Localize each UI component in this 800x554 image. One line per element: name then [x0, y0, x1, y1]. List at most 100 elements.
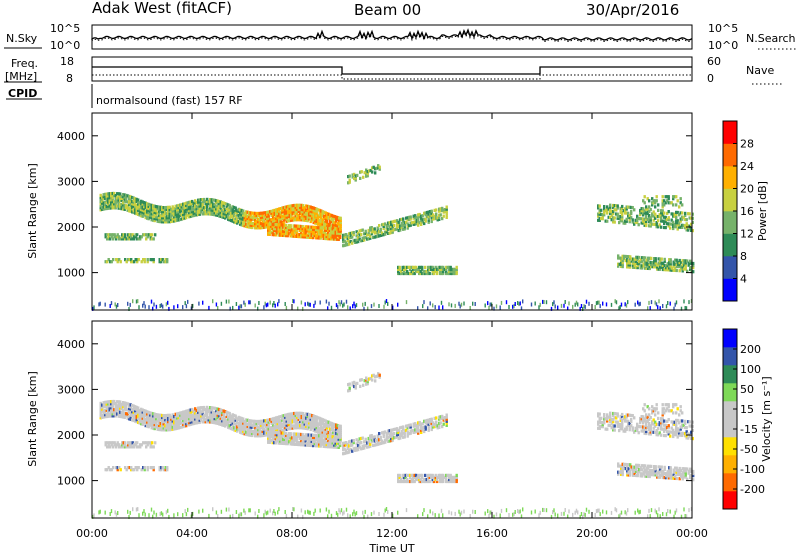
power-data-cell [139, 237, 142, 241]
velocity-data-cell [186, 415, 189, 419]
power-data-cell [601, 213, 604, 217]
power-data-cell [672, 214, 675, 218]
nave-tick-bottom: 0 [707, 72, 714, 85]
velocity-data-cell [276, 439, 279, 443]
power-data-cell [663, 259, 666, 263]
velocity-data-cell [171, 421, 174, 425]
velocity-data-cell [396, 431, 399, 435]
power-data-cell [419, 271, 422, 276]
power-data-cell [307, 225, 310, 229]
power-data-cell [659, 261, 662, 265]
velocity-data-cell [320, 423, 323, 427]
power-data-cell [613, 208, 616, 212]
power-data-cell [197, 210, 200, 215]
velocity-data-cell [409, 431, 412, 435]
power-data-cell [159, 207, 162, 211]
velocity-data-cell [276, 428, 279, 432]
power-data-cell [286, 230, 289, 234]
power-data-cell [240, 210, 243, 215]
velocity-data-cell [679, 427, 682, 431]
velocity-data-cell [192, 421, 195, 426]
power-data-cell [436, 218, 439, 222]
power-data-cell [377, 166, 380, 170]
velocity-data-cell [359, 384, 362, 388]
velocity-data-cell [258, 421, 261, 426]
power-data-cell [621, 256, 624, 260]
power-data-cell [125, 200, 128, 204]
power-data-cell [651, 203, 654, 207]
power-data-cell [312, 216, 315, 220]
power-data-cell [353, 172, 356, 176]
power-data-cell [216, 211, 219, 215]
velocity-data-cell [168, 415, 171, 419]
velocity-data-cell [124, 445, 127, 449]
velocity-data-cell [418, 423, 421, 427]
velocity-data-cell [233, 420, 236, 424]
velocity-data-cell [112, 445, 115, 449]
velocity-data-cell [264, 421, 267, 425]
velocity-data-cell [289, 432, 292, 436]
power-data-cell [128, 237, 131, 241]
velocity-data-cell [451, 477, 454, 482]
velocity-data-cell [155, 423, 158, 427]
power-data-cell [435, 212, 438, 216]
power-ground-cell [662, 304, 664, 308]
velocity-data-cell [418, 420, 421, 425]
power-ground-cell [212, 299, 214, 304]
power-ground-cell [110, 301, 113, 306]
power-data-cell [309, 225, 312, 229]
power-ground-cell [429, 301, 431, 306]
velocity-data-cell [123, 403, 126, 407]
power-data-cell [180, 209, 183, 213]
power-data-cell [315, 213, 318, 217]
power-data-cell [351, 175, 354, 179]
power-data-cell [112, 233, 115, 237]
power-data-cell [301, 227, 304, 231]
power-data-cell [415, 265, 418, 269]
velocity-data-cell [170, 419, 173, 423]
velocity-data-cell [280, 437, 283, 441]
velocity-data-cell [158, 468, 161, 472]
power-data-cell [613, 216, 616, 220]
power-data-cell [310, 233, 313, 237]
power-data-cell [108, 196, 111, 200]
velocity-data-cell [427, 424, 430, 428]
power-data-cell [345, 241, 348, 245]
power-data-cell [653, 265, 656, 269]
velocity-data-cell [643, 419, 646, 423]
power-data-cell [626, 263, 629, 267]
power-data-cell [135, 208, 138, 212]
velocity-data-cell [295, 432, 298, 436]
velocity-data-cell [154, 441, 157, 445]
power-data-cell [267, 216, 270, 220]
power-data-cell [365, 170, 368, 174]
power-data-cell [391, 230, 394, 234]
velocity-data-cell [134, 441, 137, 445]
velocity-data-cell [245, 432, 248, 436]
velocity-data-cell [398, 479, 401, 484]
velocity-data-cell [167, 413, 170, 417]
velocity-data-cell [143, 409, 146, 413]
velocity-data-cell [627, 413, 630, 417]
velocity-data-cell [649, 424, 652, 428]
velocity-data-cell [191, 410, 194, 414]
power-data-cell [438, 215, 441, 219]
power-data-cell [305, 208, 308, 212]
power-data-cell [636, 214, 639, 218]
power-ytick-label: 4000 [57, 130, 85, 143]
power-data-cell [670, 218, 673, 222]
power-data-cell [219, 212, 222, 216]
power-data-cell [283, 231, 286, 236]
power-data-cell [114, 194, 117, 198]
power-ground-cell [335, 303, 338, 308]
power-data-cell [102, 205, 105, 209]
power-data-cell [273, 217, 276, 221]
velocity-data-cell [404, 473, 407, 477]
power-data-cell [109, 260, 112, 264]
velocity-data-cell [144, 424, 147, 428]
power-ground-cell [337, 304, 339, 309]
velocity-data-cell [99, 405, 102, 410]
power-data-cell [225, 206, 228, 210]
velocity-data-cell [294, 434, 297, 438]
power-data-cell [318, 232, 321, 236]
